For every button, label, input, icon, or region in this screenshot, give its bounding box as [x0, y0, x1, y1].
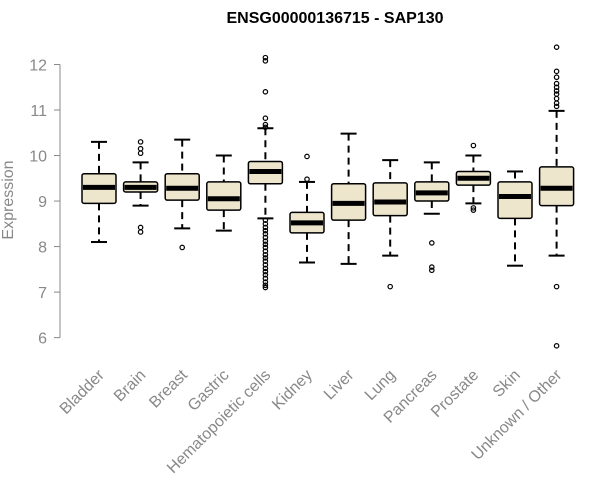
chart-title: ENSG00000136715 - SAP130	[226, 10, 443, 27]
y-tick-label: 10	[29, 149, 47, 166]
outlier-point	[553, 88, 560, 94]
outlier-point	[262, 241, 269, 248]
outlier-point	[262, 115, 269, 122]
outlier-point	[428, 240, 435, 246]
outlier-point	[553, 100, 560, 106]
box-hematopoietic-cells	[247, 54, 284, 291]
outlier-point	[470, 205, 477, 211]
box-gastric	[206, 154, 242, 232]
outlier-point	[470, 142, 477, 149]
outlier-point	[428, 264, 435, 270]
outlier-point	[262, 244, 269, 251]
outlier-point	[262, 265, 269, 272]
outlier-point	[262, 217, 269, 223]
box-lung	[372, 159, 408, 290]
outlier-point	[262, 221, 269, 227]
box-breast	[164, 138, 200, 251]
outlier-point	[553, 44, 560, 50]
y-axis-label: Expression	[0, 160, 17, 239]
outlier-point	[262, 271, 269, 278]
outlier-point	[553, 283, 560, 290]
outlier-point	[262, 58, 269, 64]
outlier-point	[387, 283, 394, 290]
box-unknown-other	[538, 44, 575, 349]
outlier-point	[553, 74, 560, 81]
y-tick-label: 11	[30, 103, 47, 120]
outlier-point	[304, 153, 310, 160]
outlier-point	[262, 238, 269, 244]
outlier-point	[553, 103, 560, 110]
outlier-point	[137, 229, 144, 235]
x-tick-label: Kidney	[269, 367, 316, 414]
outlier-point	[262, 251, 269, 258]
outlier-point	[262, 227, 269, 234]
outlier-point	[262, 279, 269, 285]
box-body	[497, 181, 533, 220]
outlier-point	[262, 234, 269, 241]
box-pancreas	[414, 161, 450, 274]
outlier-point	[262, 255, 269, 261]
outlier-point	[262, 284, 269, 291]
x-tick-label: Bladder	[57, 366, 108, 417]
outlier-point	[470, 207, 477, 213]
outlier-point	[553, 80, 560, 87]
y-tick-label: 7	[38, 285, 47, 302]
y-tick-label: 6	[38, 331, 47, 348]
x-tick-label: Lung	[362, 367, 399, 404]
outlier-point	[553, 68, 560, 75]
outlier-point	[262, 54, 269, 61]
outlier-point	[137, 150, 144, 157]
y-tick-label: 8	[38, 240, 47, 257]
outlier-point	[262, 275, 269, 282]
x-tick-label: Liver	[321, 366, 358, 403]
outlier-point	[262, 224, 269, 231]
x-tick-label: Brain	[111, 367, 149, 405]
x-tick-label: Breast	[146, 366, 191, 411]
outlier-point	[262, 248, 269, 254]
box-liver	[330, 132, 367, 265]
y-tick-label: 12	[29, 57, 47, 74]
outlier-point	[137, 224, 144, 231]
outlier-point	[262, 282, 269, 289]
outlier-point	[262, 124, 269, 131]
outlier-point	[304, 176, 310, 183]
outlier-point	[262, 258, 269, 264]
y-axis: 6 7 8 9 10 11 12	[29, 57, 61, 348]
outlier-point	[179, 244, 186, 251]
outlier-point	[262, 231, 269, 237]
outlier-point	[553, 95, 560, 102]
box-prostate	[455, 142, 492, 213]
outlier-point	[137, 145, 144, 152]
outlier-point	[428, 267, 435, 274]
box-kidney	[289, 153, 325, 264]
box-body	[206, 181, 242, 211]
boxes-group	[81, 44, 575, 349]
outlier-point	[262, 121, 269, 128]
outlier-point	[137, 139, 144, 145]
outlier-point	[262, 268, 269, 275]
outlier-point	[262, 88, 269, 95]
x-tick-label: Skin	[490, 367, 524, 401]
box-skin	[497, 170, 533, 267]
y-tick-label: 9	[38, 194, 47, 211]
box-brain	[122, 139, 159, 235]
outlier-point	[262, 261, 269, 268]
box-body	[372, 182, 408, 217]
outlier-point	[553, 343, 560, 349]
outlier-point	[553, 84, 560, 91]
box-bladder	[81, 140, 117, 244]
